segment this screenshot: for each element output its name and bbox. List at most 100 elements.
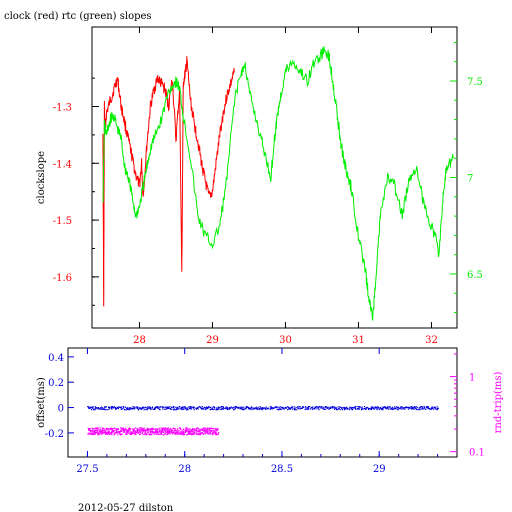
data-point (355, 408, 357, 410)
plot-frame (67, 347, 458, 458)
data-point (335, 406, 337, 409)
data-point (192, 433, 194, 435)
data-point (157, 434, 159, 436)
data-point (422, 406, 424, 408)
data-point (245, 406, 247, 408)
data-point (356, 406, 358, 408)
data-point (401, 408, 403, 410)
data-point (434, 406, 436, 408)
data-point (217, 406, 219, 408)
data-point (225, 407, 227, 409)
data-point (339, 406, 341, 408)
data-point (167, 430, 169, 432)
data-point (292, 408, 294, 410)
data-point (329, 407, 331, 410)
data-point (312, 408, 314, 410)
data-point (269, 406, 271, 408)
data-point (257, 408, 260, 410)
data-point (184, 406, 186, 408)
data-point (103, 429, 105, 431)
data-point (151, 431, 154, 433)
data-point (147, 429, 149, 431)
data-point (210, 427, 212, 429)
y2-tick-label: 0.1 (469, 448, 485, 459)
data-point (410, 408, 413, 410)
data-point (211, 407, 213, 409)
data-point (193, 428, 195, 430)
data-point (434, 406, 436, 408)
data-point (177, 430, 179, 432)
data-point (309, 408, 311, 410)
data-point (389, 407, 391, 409)
data-point (183, 434, 185, 436)
data-point (211, 430, 213, 432)
y2-tick-label: 7 (467, 174, 473, 185)
data-point (217, 433, 219, 435)
data-point (94, 408, 96, 410)
data-point (117, 428, 119, 430)
data-point (164, 430, 167, 432)
data-point (379, 406, 381, 409)
data-point (275, 406, 277, 408)
data-point (150, 427, 152, 429)
data-point (206, 428, 208, 430)
data-point (349, 406, 351, 408)
data-point (167, 433, 169, 435)
data-point (124, 430, 126, 432)
data-point (209, 409, 211, 411)
data-point (199, 432, 201, 434)
data-point (111, 408, 113, 410)
data-point (177, 428, 179, 430)
data-point (277, 408, 280, 410)
data-point (240, 406, 242, 408)
data-point (164, 408, 166, 410)
data-point (176, 429, 178, 431)
data-point (368, 408, 370, 410)
data-point (213, 408, 215, 410)
data-point (168, 432, 170, 434)
data-point (133, 431, 135, 433)
data-point (277, 406, 279, 408)
data-point (376, 409, 378, 411)
data-point (316, 406, 318, 408)
data-point (116, 407, 118, 409)
data-point (168, 429, 171, 431)
data-point (425, 408, 427, 410)
data-point (87, 406, 89, 408)
data-point (158, 406, 160, 408)
data-point (141, 406, 144, 408)
data-point (129, 409, 131, 411)
data-point (134, 406, 136, 408)
data-point (167, 431, 169, 433)
data-point (193, 431, 195, 433)
data-point (215, 434, 217, 436)
data-point (251, 409, 253, 411)
data-point (200, 432, 203, 434)
data-point (142, 431, 144, 433)
data-point (234, 408, 236, 410)
data-point (176, 408, 179, 410)
data-point (241, 406, 243, 408)
data-point (120, 408, 122, 410)
data-point (190, 431, 192, 433)
data-point (193, 406, 195, 408)
data-point (391, 406, 393, 408)
data-point (274, 406, 276, 408)
data-point (172, 431, 174, 433)
data-point (358, 406, 360, 408)
x-tick-label: 29 (373, 464, 386, 475)
data-point (176, 408, 178, 410)
data-point (201, 406, 203, 408)
data-point (105, 427, 107, 429)
data-point (145, 434, 148, 436)
data-point (360, 409, 363, 411)
data-point (297, 407, 299, 410)
data-point (207, 407, 209, 409)
data-point (149, 431, 151, 433)
data-point (101, 429, 103, 431)
data-point (116, 431, 118, 433)
data-point (423, 408, 425, 410)
data-point (126, 429, 128, 431)
data-point (420, 408, 422, 410)
data-point (122, 428, 124, 430)
